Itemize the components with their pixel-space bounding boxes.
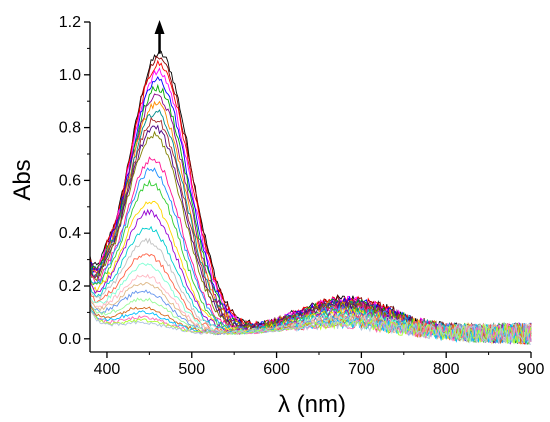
axes-layer: 0.0 0.2 0.4 0.6 0.8 1.0 1.2 400 500 600 700 800 900: [59, 14, 545, 378]
x-tick-label: 500: [178, 361, 205, 378]
spectrum-line: [89, 167, 532, 344]
y-tick-label: 0.0: [59, 331, 81, 348]
y-tick-label: 1.0: [59, 67, 81, 84]
x-tick-label: 700: [348, 361, 375, 378]
x-tick-label: 900: [518, 361, 545, 378]
spectrum-line: [89, 49, 532, 343]
y-tick-label: 0.6: [59, 172, 81, 189]
y-tick-label: 0.8: [59, 120, 81, 137]
x-axis-title: λ (nm): [278, 391, 346, 418]
spectrum-line: [89, 67, 532, 344]
y-tick-label: 0.4: [59, 225, 81, 242]
y-axis-title: Abs: [9, 159, 36, 200]
y-tick-label: 1.2: [59, 14, 81, 31]
spectrum-line: [89, 308, 532, 344]
x-tick-label: 600: [263, 361, 290, 378]
increase-arrow-head: [154, 20, 165, 34]
x-tick-label: 800: [433, 361, 460, 378]
spectrum-line: [89, 308, 532, 345]
x-tick-label: 400: [94, 361, 121, 378]
series-layer: [89, 49, 532, 346]
spectrum-line: [89, 55, 532, 343]
y-tick-label: 0.2: [59, 278, 81, 295]
spectrum-line: [89, 309, 532, 343]
